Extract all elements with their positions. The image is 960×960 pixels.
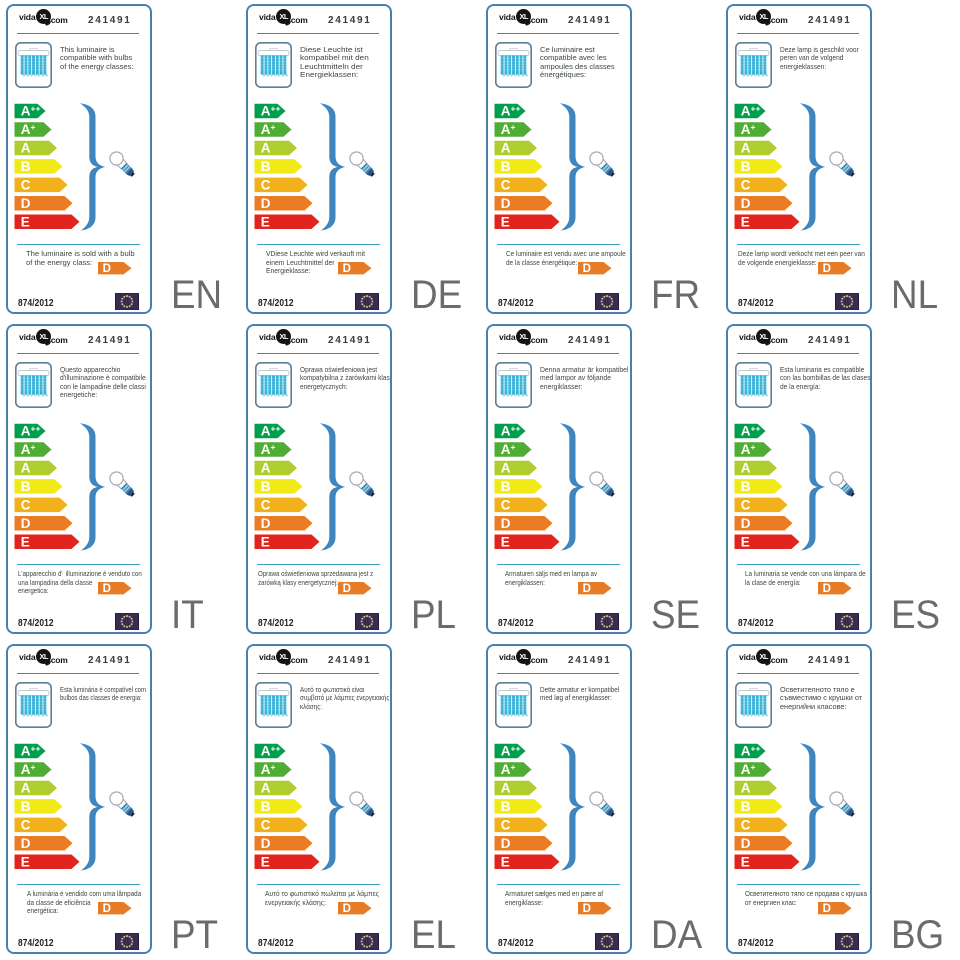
svg-text:D: D bbox=[343, 263, 351, 275]
svg-text:A: A bbox=[501, 461, 511, 476]
svg-text:B: B bbox=[741, 479, 751, 494]
svg-text:D: D bbox=[501, 196, 511, 211]
svg-text:D: D bbox=[261, 516, 271, 531]
svg-text:C: C bbox=[261, 497, 271, 512]
svg-text:D: D bbox=[741, 836, 751, 851]
svg-text:E: E bbox=[501, 534, 510, 549]
svg-text:D: D bbox=[103, 263, 111, 275]
svg-text:E: E bbox=[261, 534, 270, 549]
svg-text:A: A bbox=[261, 461, 271, 476]
svg-text:B: B bbox=[261, 159, 271, 174]
svg-text:C: C bbox=[261, 817, 271, 832]
svg-text:D: D bbox=[501, 516, 511, 531]
svg-text:E: E bbox=[261, 214, 270, 229]
svg-text:A: A bbox=[741, 781, 751, 796]
svg-text:B: B bbox=[21, 479, 31, 494]
svg-text:A: A bbox=[261, 781, 271, 796]
svg-text:B: B bbox=[741, 799, 751, 814]
svg-text:B: B bbox=[501, 479, 511, 494]
svg-text:E: E bbox=[501, 854, 510, 869]
svg-text:C: C bbox=[261, 177, 271, 192]
svg-text:D: D bbox=[583, 263, 591, 275]
svg-text:A: A bbox=[501, 781, 511, 796]
svg-text:A: A bbox=[21, 461, 31, 476]
svg-text:D: D bbox=[103, 903, 111, 915]
svg-text:C: C bbox=[21, 497, 31, 512]
svg-text:D: D bbox=[21, 516, 31, 531]
svg-text:B: B bbox=[501, 799, 511, 814]
svg-text:A: A bbox=[261, 141, 271, 156]
svg-text:D: D bbox=[583, 903, 591, 915]
svg-text:E: E bbox=[21, 854, 30, 869]
svg-text:E: E bbox=[741, 214, 750, 229]
svg-text:D: D bbox=[741, 196, 751, 211]
svg-text:D: D bbox=[21, 836, 31, 851]
svg-text:E: E bbox=[261, 854, 270, 869]
svg-text:B: B bbox=[741, 159, 751, 174]
svg-text:C: C bbox=[21, 177, 31, 192]
svg-text:E: E bbox=[741, 534, 750, 549]
svg-text:D: D bbox=[501, 836, 511, 851]
svg-text:B: B bbox=[21, 799, 31, 814]
svg-text:D: D bbox=[583, 583, 591, 595]
svg-text:E: E bbox=[501, 214, 510, 229]
svg-text:D: D bbox=[103, 583, 111, 595]
svg-text:B: B bbox=[21, 159, 31, 174]
svg-text:C: C bbox=[741, 817, 751, 832]
svg-text:B: B bbox=[501, 159, 511, 174]
svg-text:D: D bbox=[343, 583, 351, 595]
svg-text:B: B bbox=[261, 479, 271, 494]
svg-text:D: D bbox=[823, 583, 831, 595]
svg-text:D: D bbox=[21, 196, 31, 211]
svg-text:D: D bbox=[823, 903, 831, 915]
svg-text:C: C bbox=[501, 497, 511, 512]
svg-text:B: B bbox=[261, 799, 271, 814]
svg-text:D: D bbox=[261, 836, 271, 851]
svg-text:A: A bbox=[501, 141, 511, 156]
svg-text:D: D bbox=[741, 516, 751, 531]
svg-text:D: D bbox=[823, 263, 831, 275]
svg-text:E: E bbox=[21, 534, 30, 549]
svg-text:D: D bbox=[343, 903, 351, 915]
svg-text:A: A bbox=[741, 461, 751, 476]
svg-text:C: C bbox=[741, 497, 751, 512]
svg-text:C: C bbox=[501, 817, 511, 832]
svg-text:E: E bbox=[21, 214, 30, 229]
svg-text:A: A bbox=[741, 141, 751, 156]
svg-text:C: C bbox=[741, 177, 751, 192]
svg-text:E: E bbox=[741, 854, 750, 869]
svg-text:A: A bbox=[21, 781, 31, 796]
svg-text:C: C bbox=[21, 817, 31, 832]
svg-text:D: D bbox=[261, 196, 271, 211]
svg-text:A: A bbox=[21, 141, 31, 156]
svg-text:C: C bbox=[501, 177, 511, 192]
